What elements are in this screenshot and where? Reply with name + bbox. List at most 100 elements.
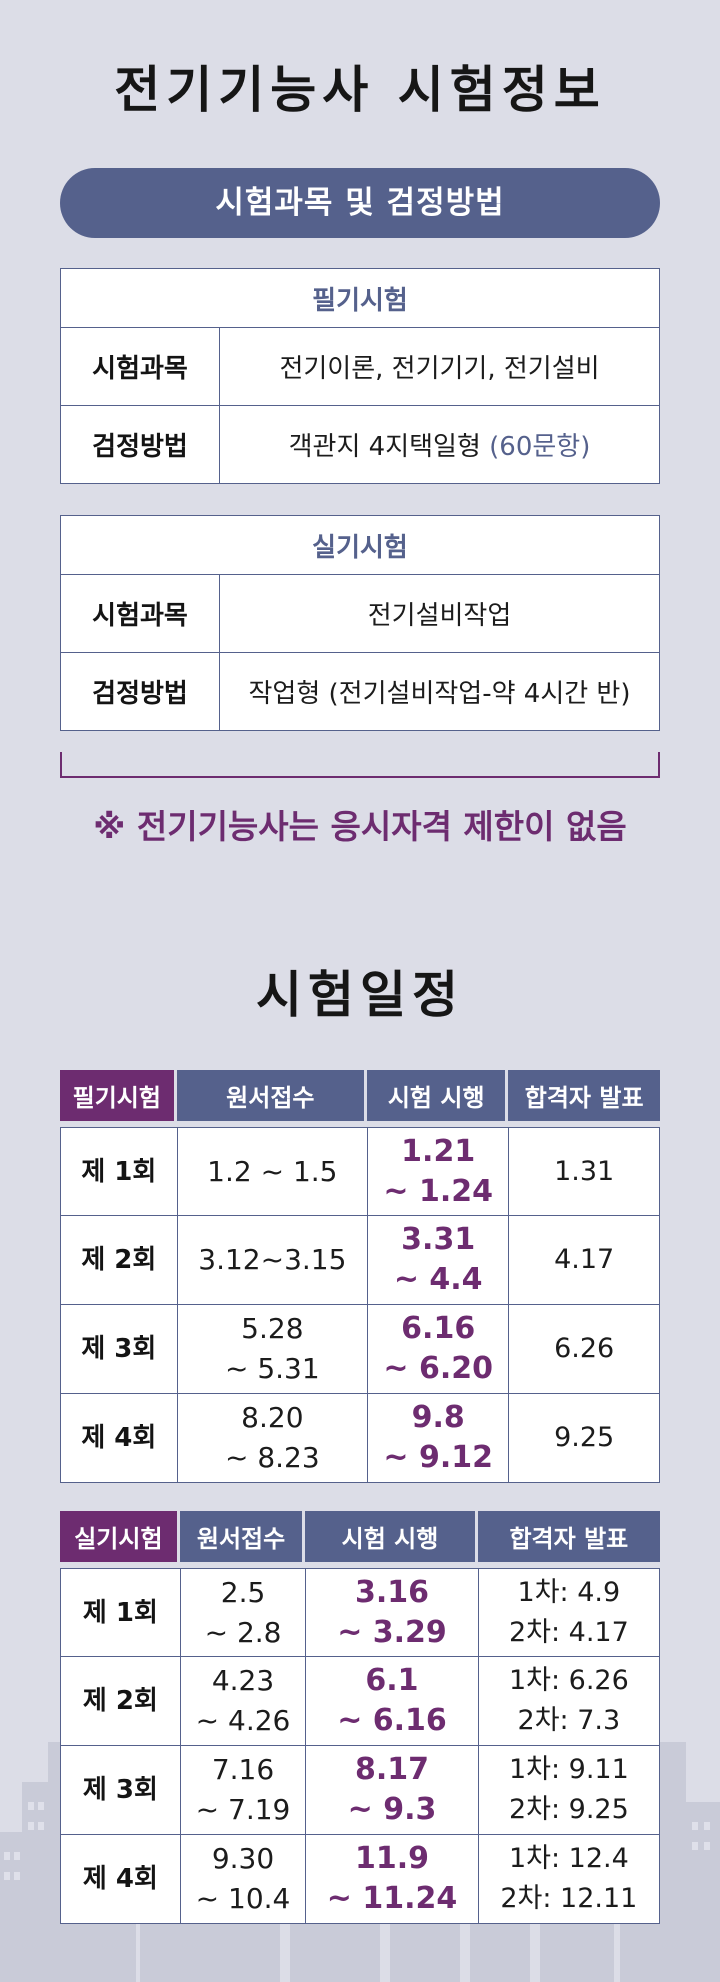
table-row: 제 3회 7.16 ~ 7.19 8.17 ~ 9.3 1차: 9.11 2차: 9.25: [60, 1746, 660, 1835]
application-period-line: 7.16: [211, 1753, 275, 1786]
result-date-line: 2차: 4.17: [508, 1616, 629, 1648]
schedule-title: 시험일정: [256, 966, 464, 1024]
round-cell: 제 4회: [60, 1394, 177, 1483]
exam-period-line: ~ 6.16: [337, 1703, 447, 1738]
subject-label: 시험과목: [60, 574, 220, 653]
round-cell: 제 1회: [60, 1568, 180, 1657]
result-date-line: 1차: 6.26: [508, 1665, 629, 1696]
method-label: 검정방법: [60, 652, 220, 731]
round-cell: 제 1회: [60, 1127, 177, 1216]
result-date-line: 1.31: [554, 1155, 615, 1187]
exam-period-line: 11.9: [354, 1841, 429, 1876]
exam-period-line: 3.16: [354, 1574, 429, 1610]
table-row: 제 4회 8.20 ~ 8.23 9.8 ~ 9.12 9.25: [60, 1394, 660, 1483]
exam-period-cell: 1.21 ~ 1.24: [367, 1127, 509, 1216]
exam-period-line: ~ 4.4: [393, 1262, 483, 1297]
application-period-line: ~ 10.4: [195, 1882, 291, 1915]
written-method-cell: 객관지 4지택일형 (60문항): [219, 405, 660, 484]
question-count-note: (60문항): [489, 432, 591, 462]
application-period-line: ~ 8.23: [224, 1441, 320, 1474]
application-period-line: ~ 5.31: [224, 1352, 320, 1385]
application-period-cell: 8.20 ~ 8.23: [176, 1394, 368, 1483]
result-date-line: 2차: 12.11: [500, 1883, 638, 1914]
application-period-cell: 5.28 ~ 5.31: [176, 1305, 368, 1394]
application-period-line: ~ 4.26: [195, 1704, 291, 1737]
header-result-date: 합격자 발표: [508, 1070, 660, 1121]
table-row: 제 1회 1.2 ~ 1.5 1.21 ~ 1.24 1.31: [60, 1127, 660, 1216]
practical-exam-heading: 실기시험: [60, 515, 660, 575]
result-date-line: 1차: 4.9: [517, 1576, 621, 1608]
practical-exam-info-table: 실기시험 시험과목 전기설비작업 검정방법 작업형 (전기설비작업-약 4시간 …: [60, 515, 660, 731]
application-period-line: 8.20: [241, 1401, 304, 1434]
application-period-line: ~ 7.19: [195, 1793, 291, 1826]
exam-period-line: ~ 1.24: [383, 1173, 493, 1209]
result-date-cell: 1.31: [508, 1127, 660, 1216]
round-cell: 제 3회: [60, 1305, 177, 1394]
round-cell: 제 2회: [60, 1657, 180, 1746]
application-period-cell: 7.16 ~ 7.19: [179, 1746, 306, 1835]
application-period-line: 9.30: [211, 1842, 275, 1875]
application-period-line: 3.12~3.15: [198, 1243, 347, 1276]
application-period-cell: 9.30 ~ 10.4: [179, 1835, 306, 1924]
header-exam-type: 필기시험: [60, 1070, 177, 1121]
application-period-line: 1.2 ~ 1.5: [207, 1154, 338, 1188]
subjects-section-header: 시험과목 및 검정방법: [60, 168, 660, 238]
notice-bracket: [60, 752, 660, 778]
exam-period-line: 3.31: [401, 1222, 476, 1257]
page-title: 전기기능사 시험정보: [114, 61, 606, 119]
exam-period-line: 1.21: [401, 1133, 476, 1169]
exam-period-line: 6.1: [365, 1663, 419, 1698]
header-exam-date: 시험 시행: [367, 1070, 509, 1121]
exam-period-cell: 9.8 ~ 9.12: [367, 1394, 509, 1483]
exam-period-line: 8.17: [354, 1752, 429, 1787]
result-date-cell: 1차: 12.4 2차: 12.11: [477, 1835, 660, 1924]
header-application: 원서접수: [179, 1511, 306, 1562]
practical-method-value: 작업형 (전기설비작업-약 4시간 반): [219, 652, 660, 731]
written-method-value: 객관지 4지택일형: [288, 432, 481, 462]
application-period-cell: 1.2 ~ 1.5: [176, 1127, 368, 1216]
exam-period-line: ~ 11.24: [326, 1881, 458, 1916]
table-row: 제 3회 5.28 ~ 5.31 6.16 ~ 6.20 6.26: [60, 1305, 660, 1394]
header-exam-date: 시험 시행: [305, 1511, 478, 1562]
application-period-cell: 4.23 ~ 4.26: [179, 1657, 306, 1746]
exam-period-cell: 11.9 ~ 11.24: [305, 1835, 478, 1924]
result-date-cell: 9.25: [508, 1394, 660, 1483]
result-date-line: 4.17: [554, 1244, 615, 1275]
result-date-line: 2차: 9.25: [508, 1794, 629, 1825]
application-period-line: 4.23: [211, 1664, 275, 1697]
result-date-cell: 4.17: [508, 1216, 660, 1305]
exam-period-line: ~ 3.29: [337, 1614, 447, 1650]
written-exam-heading: 필기시험: [60, 268, 660, 328]
header-application: 원서접수: [176, 1070, 368, 1121]
eligibility-notice: ※ 전기기능사는 응시자격 제한이 없음: [93, 807, 627, 846]
result-date-line: 1차: 12.4: [508, 1843, 629, 1874]
application-period-line: 2.5: [220, 1575, 266, 1609]
result-date-cell: 1차: 6.26 2차: 7.3: [477, 1657, 660, 1746]
method-label: 검정방법: [60, 405, 220, 484]
table-row: 제 1회 2.5 ~ 2.8 3.16 ~ 3.29 1차: 4.9 2차: 4.17: [60, 1568, 660, 1657]
practical-schedule-table: 실기시험 원서접수 시험 시행 합격자 발표 제 1회 2.5 ~ 2.8 3.16 ~…: [60, 1511, 660, 1924]
exam-period-cell: 3.16 ~ 3.29: [305, 1568, 478, 1657]
application-period-line: 5.28: [241, 1312, 304, 1345]
result-date-cell: 1차: 4.9 2차: 4.17: [477, 1568, 660, 1657]
application-period-line: ~ 2.8: [204, 1615, 282, 1649]
written-exam-info-table: 필기시험 시험과목 전기이론, 전기기기, 전기설비 검정방법 객관지 4지택일…: [60, 268, 660, 484]
written-schedule-table: 필기시험 원서접수 시험 시행 합격자 발표 제 1회 1.2 ~ 1.5 1.21…: [60, 1070, 660, 1483]
exam-period-cell: 3.31 ~ 4.4: [367, 1216, 509, 1305]
subject-label: 시험과목: [60, 327, 220, 406]
header-exam-type: 실기시험: [60, 1511, 180, 1562]
result-date-line: 6.26: [554, 1333, 615, 1364]
exam-period-line: ~ 9.12: [383, 1440, 493, 1475]
result-date-line: 9.25: [554, 1422, 615, 1453]
table-row: 제 2회 4.23 ~ 4.26 6.1 ~ 6.16 1차: 6.26 2차: 7.3: [60, 1657, 660, 1746]
result-date-cell: 6.26: [508, 1305, 660, 1394]
exam-period-line: 6.16: [401, 1311, 476, 1346]
exam-period-line: ~ 9.3: [347, 1792, 437, 1827]
round-cell: 제 4회: [60, 1835, 180, 1924]
table-row: 제 2회 3.12~3.15 3.31 ~ 4.4 4.17: [60, 1216, 660, 1305]
exam-period-cell: 6.16 ~ 6.20: [367, 1305, 509, 1394]
result-date-cell: 1차: 9.11 2차: 9.25: [477, 1746, 660, 1835]
exam-period-cell: 6.1 ~ 6.16: [305, 1657, 478, 1746]
result-date-line: 1차: 9.11: [508, 1754, 629, 1785]
exam-period-cell: 8.17 ~ 9.3: [305, 1746, 478, 1835]
